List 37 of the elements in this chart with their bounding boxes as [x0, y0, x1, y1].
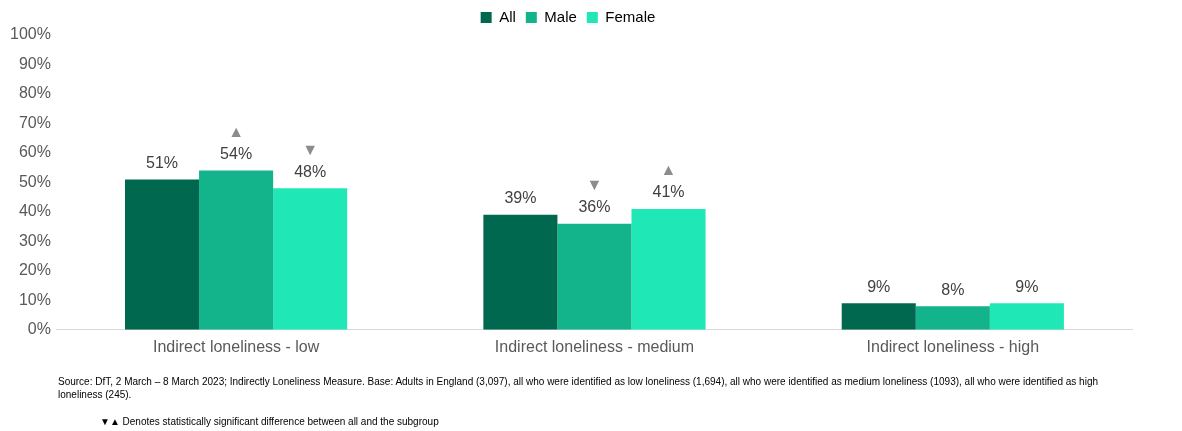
data-label: 9% — [1015, 277, 1039, 295]
source-note: Source: DfT, 2 March – 8 March 2023; Indirectly Loneliness Measure. Base: Adults in England (3,097), all who were identified as low loneliness (1,694), all who were identified as medium loneliness (1093), all who were identified as high loneliness (245). — [58, 375, 1099, 401]
y-tick-label: 100% — [10, 25, 51, 43]
bar — [841, 303, 916, 330]
bar — [125, 179, 200, 330]
bar — [199, 170, 274, 330]
x-tick-label: Indirect loneliness - high — [866, 337, 1040, 355]
text: ▼▲ Denotes statistically significant difference between all and the subgroup — [99, 415, 440, 428]
x-tick-label: Indirect loneliness - low — [152, 337, 320, 355]
data-label: ▼ 48% — [294, 140, 327, 180]
legend-label: Male — [544, 7, 577, 25]
bar — [631, 208, 706, 330]
y-tick-label: 70% — [18, 113, 51, 131]
y-tick-label: 90% — [18, 54, 51, 72]
legend-label: All — [499, 7, 516, 25]
data-label: 51% — [146, 153, 179, 171]
y-tick-label: 60% — [18, 143, 51, 161]
data-label: 39% — [504, 189, 537, 207]
data-label: ▲ 41% — [652, 161, 685, 201]
data-label: ▲ 54% — [220, 123, 253, 163]
data-label: 9% — [867, 277, 891, 295]
data-label: ▼ 36% — [578, 176, 611, 216]
y-tick-label: 40% — [18, 202, 51, 220]
y-tick-label: 10% — [18, 290, 51, 308]
y-tick-label: 0% — [27, 320, 51, 338]
bar — [273, 188, 348, 330]
y-tick-label: 80% — [18, 84, 51, 102]
x-tick-label: Indirect loneliness - medium — [494, 337, 695, 355]
bar — [915, 306, 990, 330]
data-label: 8% — [941, 280, 965, 298]
legend-label: Female — [605, 7, 656, 25]
bar — [483, 214, 558, 330]
y-tick-label: 20% — [18, 261, 51, 279]
bar — [989, 303, 1064, 330]
y-tick-label: 30% — [18, 231, 51, 249]
bar — [557, 223, 632, 330]
y-tick-label: 50% — [18, 172, 51, 190]
